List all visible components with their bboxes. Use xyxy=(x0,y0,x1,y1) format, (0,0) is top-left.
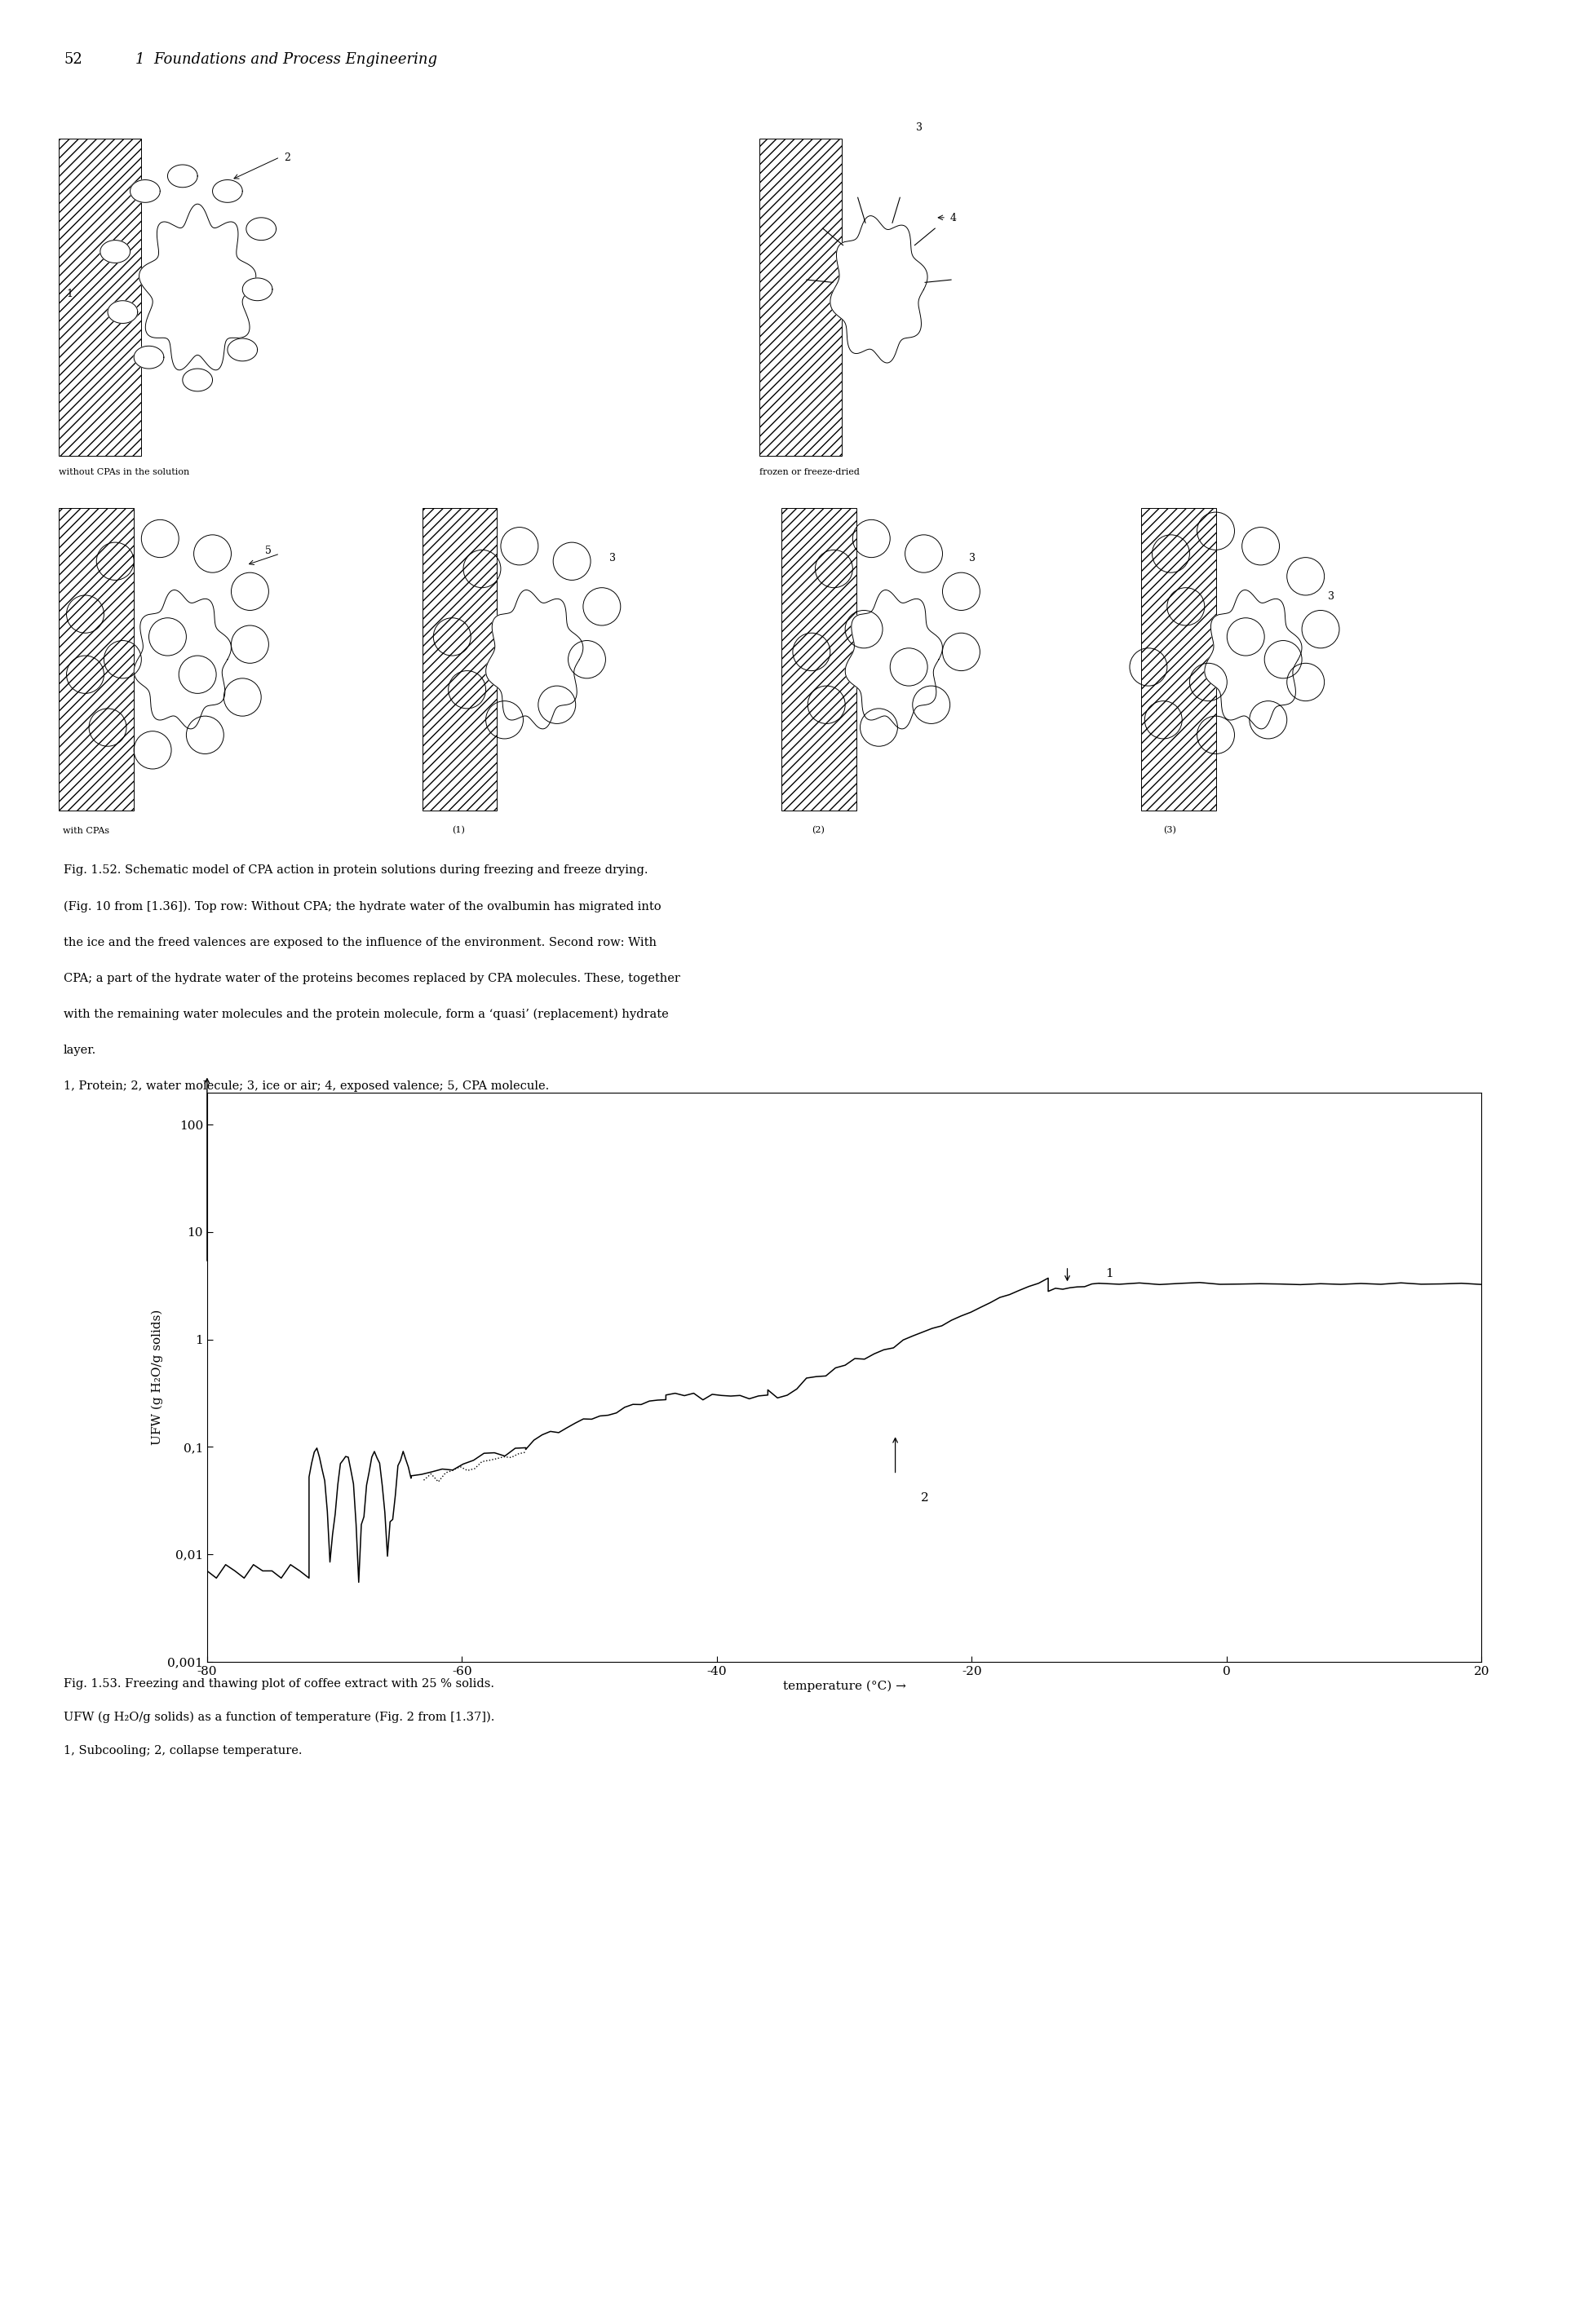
Text: 1  Foundations and Process Engineering: 1 Foundations and Process Engineering xyxy=(135,53,436,67)
Polygon shape xyxy=(183,370,212,390)
Text: 1: 1 xyxy=(67,288,73,300)
Text: with CPAs: with CPAs xyxy=(62,827,110,834)
Text: 3: 3 xyxy=(916,123,922,132)
Text: frozen or freeze-dried: frozen or freeze-dried xyxy=(760,467,859,476)
Bar xyxy=(59,509,134,811)
Polygon shape xyxy=(242,279,272,300)
Text: (3): (3) xyxy=(1163,827,1176,834)
Y-axis label: UFW (g H₂O/g solids): UFW (g H₂O/g solids) xyxy=(151,1308,162,1446)
Polygon shape xyxy=(247,218,276,239)
Polygon shape xyxy=(134,590,231,730)
Text: 5: 5 xyxy=(264,546,271,555)
Polygon shape xyxy=(139,205,256,370)
Text: Fig. 1.53. Freezing and thawing plot of coffee extract with 25 % solids.: Fig. 1.53. Freezing and thawing plot of … xyxy=(64,1678,494,1690)
Text: without CPAs in the solution: without CPAs in the solution xyxy=(59,467,190,476)
X-axis label: temperature (°C) →: temperature (°C) → xyxy=(782,1680,906,1692)
Text: 4: 4 xyxy=(949,214,956,223)
Bar xyxy=(59,139,142,456)
Text: 1, Protein; 2, water molecule; 3, ice or air; 4, exposed valence; 5, CPA molecul: 1, Protein; 2, water molecule; 3, ice or… xyxy=(64,1081,550,1092)
Bar xyxy=(760,139,841,456)
Text: 52: 52 xyxy=(64,53,83,67)
Text: 3: 3 xyxy=(969,553,975,565)
Text: 3: 3 xyxy=(1329,590,1335,602)
Text: Fig. 1.52. Schematic model of CPA action in protein solutions during freezing an: Fig. 1.52. Schematic model of CPA action… xyxy=(64,865,648,876)
Polygon shape xyxy=(134,346,164,370)
Bar xyxy=(422,509,497,811)
Polygon shape xyxy=(167,165,198,188)
Text: 1, Subcooling; 2, collapse temperature.: 1, Subcooling; 2, collapse temperature. xyxy=(64,1745,303,1757)
Text: (2): (2) xyxy=(811,827,825,834)
Text: layer.: layer. xyxy=(64,1046,97,1055)
Polygon shape xyxy=(228,339,258,360)
Polygon shape xyxy=(108,300,137,323)
Polygon shape xyxy=(830,216,927,363)
Polygon shape xyxy=(131,179,159,202)
Polygon shape xyxy=(846,590,943,730)
Polygon shape xyxy=(486,590,583,730)
Text: (Fig. 10 from [1.36]). Top row: Without CPA; the hydrate water of the ovalbumin : (Fig. 10 from [1.36]). Top row: Without … xyxy=(64,899,661,913)
Text: 2: 2 xyxy=(284,153,290,163)
Text: 1: 1 xyxy=(1106,1269,1114,1281)
Polygon shape xyxy=(100,239,131,263)
Text: (1): (1) xyxy=(452,827,465,834)
Text: UFW (g H₂O/g solids) as a function of temperature (Fig. 2 from [1.37]).: UFW (g H₂O/g solids) as a function of te… xyxy=(64,1710,495,1724)
Text: CPA; a part of the hydrate water of the proteins becomes replaced by CPA molecul: CPA; a part of the hydrate water of the … xyxy=(64,971,680,983)
Text: with the remaining water molecules and the protein molecule, form a ‘quasi’ (rep: with the remaining water molecules and t… xyxy=(64,1009,669,1020)
Polygon shape xyxy=(212,179,242,202)
Polygon shape xyxy=(1204,590,1301,730)
Text: the ice and the freed valences are exposed to the influence of the environment. : the ice and the freed valences are expos… xyxy=(64,937,656,948)
Bar xyxy=(782,509,857,811)
Bar xyxy=(1141,509,1215,811)
Text: 3: 3 xyxy=(609,553,616,565)
Text: 2: 2 xyxy=(921,1492,929,1504)
